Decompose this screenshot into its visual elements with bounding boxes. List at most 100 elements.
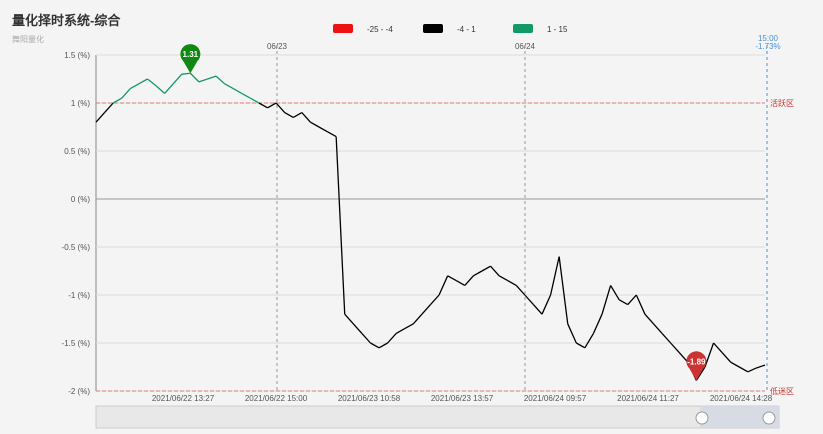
series-segment-9 (172, 73, 183, 85)
legend-label-0: -25 - -4 (367, 25, 393, 34)
min-marker-pin (686, 351, 707, 381)
x-tick-label-1: 2021/06/22 15:00 (245, 394, 308, 403)
min-marker-label: -1.89 (687, 357, 706, 366)
y-tick-label-1: 1 (%) (71, 99, 90, 108)
range-slider-track[interactable] (95, 405, 780, 429)
series-segment-74 (730, 361, 740, 368)
chart-title: 量化择时系统-综合 (12, 13, 121, 28)
range-slider-right-handle[interactable] (762, 411, 776, 425)
y-tick-label-0: 1.5 (%) (64, 51, 90, 60)
x-tick-label-0: 2021/06/22 13:27 (152, 394, 215, 403)
series-segment-71 (704, 342, 715, 368)
range-slider-left-handle[interactable] (695, 411, 709, 425)
chart-subtitle: 舞阳量化 (12, 35, 44, 44)
legend-swatch-1 (423, 24, 443, 33)
series-segment-34 (387, 332, 397, 344)
series-segment-39 (430, 294, 440, 306)
series-segment-6 (147, 78, 157, 87)
legend-label-1: -4 - 1 (457, 25, 476, 34)
series-segment-73 (721, 352, 732, 363)
series-segment-0 (95, 112, 106, 123)
series-segment-40 (438, 275, 449, 296)
y-tick-label-7: -2 (%) (68, 387, 90, 396)
series-segment-24 (301, 112, 311, 123)
series-segment-53 (549, 256, 560, 296)
series-segment-72 (713, 342, 723, 354)
day-label-0: 06/23 (267, 42, 288, 51)
max-marker-label: 1.31 (183, 50, 199, 59)
reference-label-1: 低迷区 (770, 386, 794, 396)
series-segment-68 (678, 352, 689, 363)
series-segment-18 (250, 97, 260, 104)
series-segment-32 (370, 342, 380, 349)
series-segment-16 (232, 88, 243, 94)
series-segment-50 (524, 294, 534, 306)
series-segment-7 (155, 85, 166, 94)
x-tick-label-4: 2021/06/24 09:57 (524, 394, 587, 403)
series-segment-2 (112, 97, 123, 104)
series-segment-33 (378, 342, 388, 349)
series-segment-22 (284, 112, 294, 118)
series-segment-58 (592, 313, 603, 334)
series-segment-37 (412, 313, 423, 325)
y-tick-label-5: -1 (%) (68, 291, 90, 300)
x-tick-label-3: 2021/06/23 13:57 (431, 394, 494, 403)
series-segment-36 (404, 323, 414, 330)
series-segment-1 (104, 102, 114, 114)
series-segment-10 (181, 72, 191, 75)
series-segment-67 (670, 342, 680, 354)
series-segment-46 (490, 265, 500, 277)
series-segment-20 (267, 102, 277, 109)
series-segment-30 (352, 323, 363, 334)
legend-swatch-2 (513, 24, 533, 33)
day-label-1: 06/24 (515, 42, 536, 51)
series-segment-5 (138, 78, 148, 85)
max-marker-pin (180, 44, 201, 74)
current-value-label: -1.73% (755, 42, 780, 51)
series-segment-29 (344, 313, 354, 325)
series-segment-43 (464, 275, 474, 286)
series-segment-42 (455, 280, 466, 286)
series-segment-55 (567, 323, 577, 344)
series-segment-12 (198, 78, 208, 83)
series-segment-8 (164, 83, 174, 94)
series-segment-76 (747, 367, 757, 373)
series-segment-15 (224, 83, 234, 90)
legend-label-2: 1 - 15 (547, 25, 568, 34)
y-tick-label-4: -0.5 (%) (62, 243, 91, 252)
series-segment-45 (481, 265, 491, 272)
series-segment-35 (395, 328, 406, 334)
series-segment-48 (507, 280, 517, 286)
series-segment-59 (601, 285, 612, 315)
series-segment-13 (207, 75, 217, 80)
legend-swatch-0 (333, 24, 353, 33)
series-segment-23 (292, 112, 303, 118)
series-segment-66 (661, 332, 672, 344)
series-segment-11 (189, 72, 200, 83)
series-segment-61 (618, 299, 629, 306)
series-segment-3 (121, 88, 131, 99)
series-segment-4 (129, 83, 140, 90)
range-slider-selection[interactable] (700, 406, 779, 428)
x-tick-label-6: 2021/06/24 14:28 (710, 394, 773, 403)
series-segment-49 (515, 284, 526, 296)
series-segment-14 (215, 75, 226, 85)
y-tick-label-6: -1.5 (%) (62, 339, 91, 348)
y-tick-label-3: 0 (%) (71, 195, 90, 204)
series-segment-17 (241, 92, 251, 99)
y-tick-label-2: 0.5 (%) (64, 147, 90, 156)
reference-label-0: 活跃区 (770, 98, 794, 108)
series-segment-38 (421, 304, 431, 315)
series-segment-21 (275, 102, 286, 114)
series-segment-52 (541, 294, 552, 315)
series-segment-65 (653, 323, 663, 334)
series-segment-25 (310, 121, 320, 128)
series-segment-75 (738, 366, 749, 373)
series-segment-41 (447, 275, 457, 282)
x-tick-label-2: 2021/06/23 10:58 (338, 394, 401, 403)
x-tick-label-5: 2021/06/24 11:27 (617, 394, 679, 403)
series-segment-19 (258, 102, 268, 109)
series-segment-51 (532, 304, 543, 315)
series-segment-31 (361, 332, 371, 344)
